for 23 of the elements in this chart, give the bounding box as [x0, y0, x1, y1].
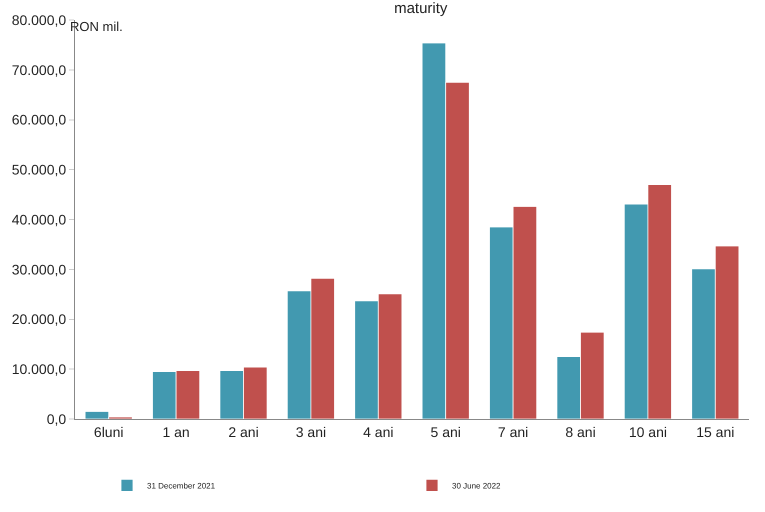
y-tick-label: 50.000,0 — [12, 162, 66, 178]
x-tick-label: 1 an — [162, 424, 190, 440]
x-tick-label: 5 ani — [430, 424, 461, 440]
x-tick-label: 2 ani — [228, 424, 259, 440]
y-tick-label: 20.000,0 — [12, 311, 66, 328]
x-tick-label: 6luni — [94, 424, 124, 440]
y-tick-label: 60.000,0 — [12, 112, 66, 128]
y-tick-label: 0,0 — [46, 410, 66, 427]
x-tick-label: 4 ani — [363, 424, 394, 440]
y-axis-title: RON mil. — [70, 19, 123, 34]
x-tick-label: 3 ani — [296, 424, 326, 440]
legend-label: 31 December 2021 — [147, 481, 216, 490]
x-tick-label: 10 ani — [628, 424, 667, 440]
chart-title: maturity — [394, 0, 448, 18]
x-tick-label: 8 ani — [565, 424, 596, 440]
y-tick-label: 40.000,0 — [12, 211, 66, 228]
y-tick-label: 80.000,0 — [12, 12, 66, 28]
y-tick-label: 10.000,0 — [12, 361, 66, 378]
y-tick-label: 30.000,0 — [12, 261, 66, 278]
x-tick-label: 15 ani — [696, 424, 734, 440]
y-tick-label: 70.000,0 — [12, 62, 66, 78]
legend-label: 30 June 2022 — [452, 481, 502, 490]
x-tick-label: 7 ani — [498, 424, 528, 440]
